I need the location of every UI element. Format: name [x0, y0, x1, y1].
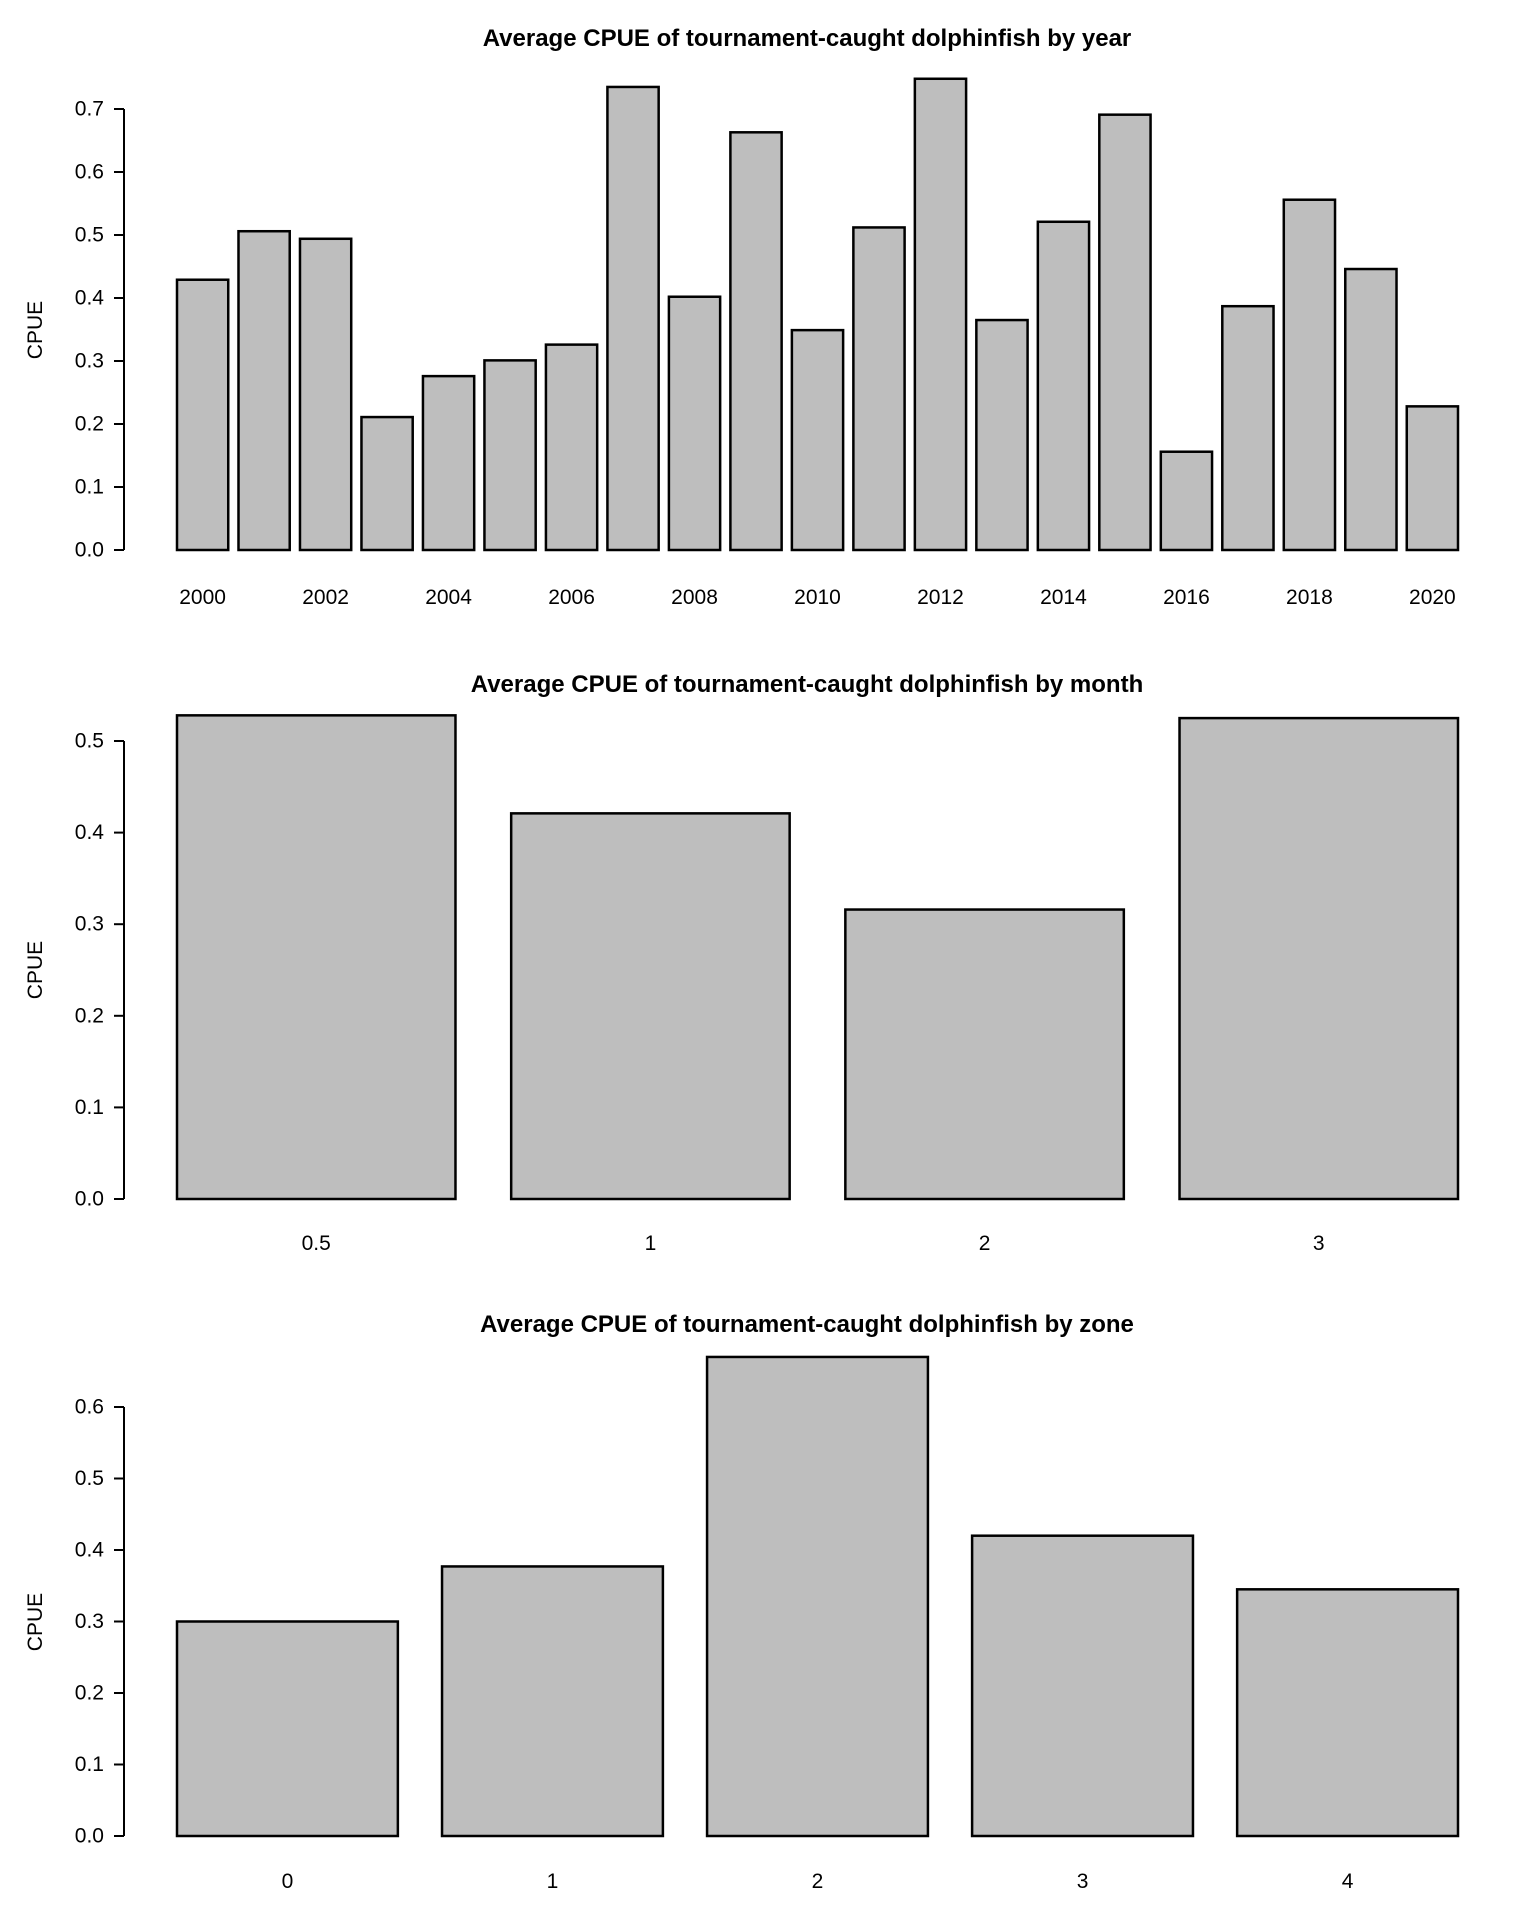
chart-month-plot: 0.0 0.1 0.2 0.3 0.4 0.5 0.5 1 2 3	[75, 714, 1460, 1255]
x-category-label: 0.5	[302, 1232, 331, 1255]
bar	[509, 812, 791, 1201]
bar	[360, 415, 414, 552]
chart-month-ylabel: CPUE	[24, 941, 47, 999]
y-tick-label: 0.3	[75, 913, 104, 936]
chart-year-ylabel: CPUE	[24, 301, 47, 359]
bar	[852, 226, 906, 552]
bar	[1159, 450, 1214, 552]
x-category-label: 2002	[302, 586, 349, 609]
bar	[1282, 198, 1337, 552]
y-tick-label: 0.4	[75, 287, 105, 310]
x-category-label: 1	[645, 1232, 657, 1255]
chart-year-plot: 0.0 0.1 0.2 0.3 0.4 0.5 0.6 0.7 2000 2002 2004 2006…	[75, 77, 1460, 609]
y-tick-label: 0.5	[75, 730, 104, 753]
x-category-label: 4	[1342, 1870, 1354, 1893]
bar	[729, 131, 783, 552]
x-category-label: 2010	[794, 586, 841, 609]
bar	[421, 374, 476, 552]
bar	[237, 229, 291, 552]
y-tick-label: 0.1	[75, 1753, 104, 1776]
x-category-label: 2016	[1163, 586, 1210, 609]
bar	[1098, 113, 1152, 552]
x-category-label: 3	[1313, 1232, 1325, 1255]
chart-zone-title: Average CPUE of tournament-caught dolphi…	[480, 1311, 1134, 1338]
y-tick-label: 0.2	[75, 1682, 104, 1705]
chart-year-title: Average CPUE of tournament-caught dolphi…	[483, 25, 1132, 52]
bar	[440, 1565, 665, 1838]
bar	[844, 908, 1126, 1201]
x-category-label: 0	[282, 1870, 294, 1893]
bar	[483, 359, 537, 552]
y-tick-label: 0.1	[75, 476, 104, 499]
bar	[913, 77, 968, 552]
bar	[175, 1620, 400, 1838]
y-tick-label: 0.7	[75, 98, 104, 121]
x-category-label: 2012	[917, 586, 964, 609]
y-tick-label: 0.6	[75, 161, 104, 184]
x-category-label: 2	[812, 1870, 824, 1893]
bar	[1235, 1588, 1460, 1838]
bar	[705, 1355, 930, 1838]
y-tick-label: 0.3	[75, 1610, 104, 1633]
bar	[1178, 716, 1460, 1201]
chart-zone-ylabel: CPUE	[24, 1593, 47, 1651]
x-category-label: 2008	[671, 586, 718, 609]
chart-zone-plot: 0.0 0.1 0.2 0.3 0.4 0.5 0.6 0 1 2 3 4	[75, 1355, 1460, 1893]
x-category-label: 2020	[1409, 586, 1456, 609]
x-category-label: 2014	[1040, 586, 1087, 609]
y-tick-label: 0.5	[75, 1467, 104, 1490]
y-tick-label: 0.1	[75, 1096, 104, 1119]
x-category-label: 2004	[425, 586, 472, 609]
bar	[975, 318, 1029, 552]
bar	[175, 278, 230, 552]
bar	[298, 237, 353, 552]
bar	[606, 85, 660, 552]
x-category-label: 2	[979, 1232, 991, 1255]
bar	[1405, 405, 1460, 552]
x-category-label: 2018	[1286, 586, 1333, 609]
bar	[970, 1534, 1195, 1838]
y-tick-label: 0.6	[75, 1396, 104, 1419]
y-tick-label: 0.0	[75, 539, 104, 562]
bar	[1221, 304, 1275, 552]
y-tick-label: 0.5	[75, 224, 104, 247]
y-tick-label: 0.4	[75, 821, 105, 844]
bar	[1344, 267, 1398, 552]
bar	[667, 295, 722, 552]
chart-month-title: Average CPUE of tournament-caught dolphi…	[471, 671, 1143, 698]
y-tick-label: 0.2	[75, 1004, 104, 1027]
x-category-label: 2006	[548, 586, 595, 609]
x-category-label: 3	[1077, 1870, 1089, 1893]
x-category-label: 1	[547, 1870, 559, 1893]
y-tick-label: 0.2	[75, 413, 104, 436]
y-tick-label: 0.3	[75, 350, 104, 373]
bar	[175, 714, 457, 1201]
y-tick-label: 0.0	[75, 1825, 104, 1848]
y-tick-label: 0.0	[75, 1188, 104, 1211]
bar	[1036, 220, 1091, 552]
y-tick-label: 0.4	[75, 1539, 105, 1562]
bar	[544, 343, 599, 552]
bar	[790, 328, 845, 552]
x-category-label: 2000	[179, 586, 226, 609]
